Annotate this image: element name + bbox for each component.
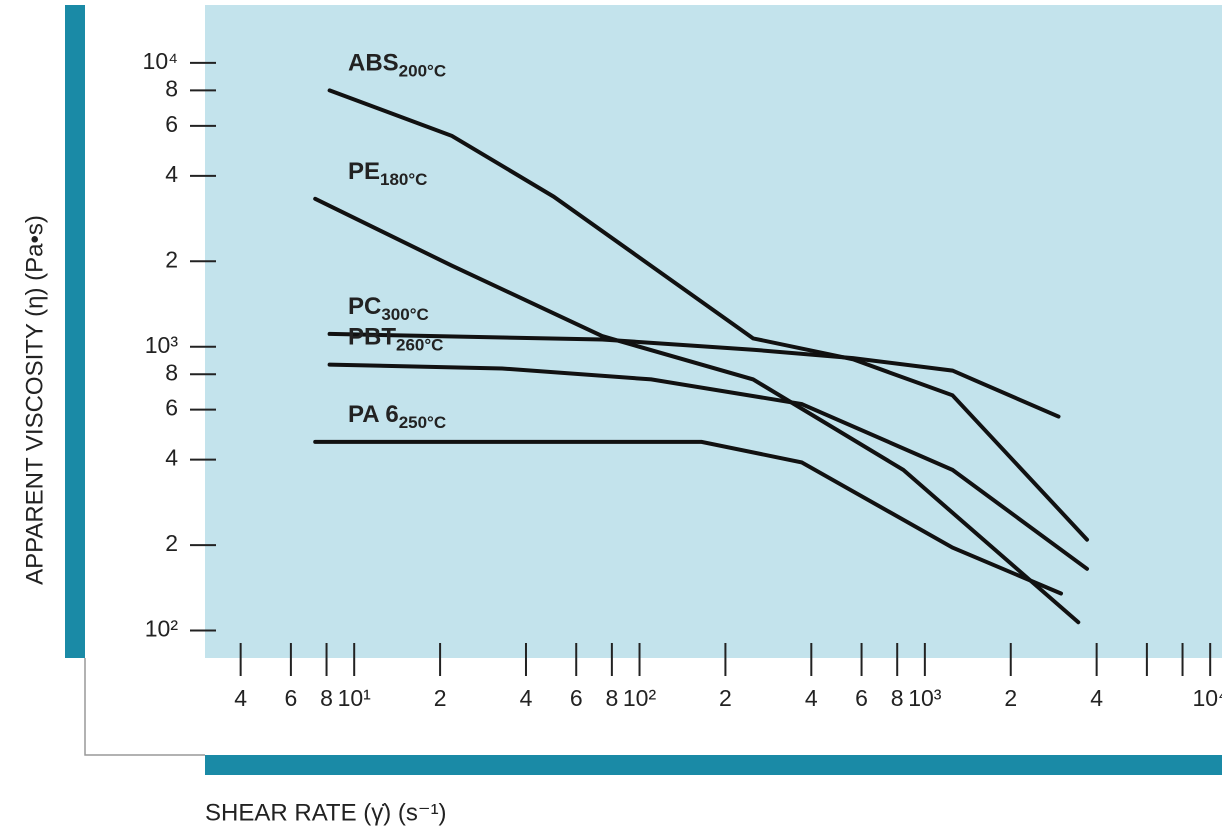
x-tick-label: 2: [719, 685, 732, 711]
y-tick-label: 10⁴: [143, 48, 178, 74]
x-tick-label: 8: [605, 685, 618, 711]
frame-line: [84, 658, 205, 756]
x-tick-label: 10¹: [338, 685, 372, 711]
x-tick-label: 10²: [623, 685, 657, 711]
curve-name: PA 6: [348, 401, 399, 428]
x-tick-label: 2: [1004, 685, 1017, 711]
curve: [327, 331, 1061, 419]
y-tick-label: 10²: [145, 616, 179, 642]
curve-name: PBT: [348, 324, 396, 351]
curve-label: PA 6250°C: [348, 401, 446, 432]
y-tick-label: 2: [165, 530, 178, 556]
curve-subscript: 200°C: [399, 62, 446, 81]
curve: [313, 439, 1063, 596]
curve: [327, 88, 1089, 542]
x-tick-label: 2: [434, 685, 447, 711]
x-tick-label: 4: [1090, 685, 1103, 711]
y-axis-title: APPARENT VISCOSITY (η) (Pa•s): [21, 215, 48, 585]
x-tick-label: 4: [805, 685, 818, 711]
x-tick-label: 10⁴: [1192, 685, 1222, 711]
y-tick-label: 10³: [145, 332, 179, 358]
x-axis-title: SHEAR RATE (γ̇) (s⁻¹): [205, 799, 447, 826]
x-tick-label: 6: [855, 685, 868, 711]
x-tick-label: 6: [284, 685, 297, 711]
y-tick-label: 8: [165, 359, 178, 385]
curve-subscript: 180°C: [380, 170, 427, 189]
curve-subscript: 300°C: [381, 305, 428, 324]
curve-label: PC300°C: [348, 293, 429, 324]
curve-name: PE: [348, 158, 380, 185]
curve-label: PBT260°C: [348, 324, 443, 355]
y-tick-label: 8: [165, 76, 178, 102]
x-tick-label: 6: [570, 685, 583, 711]
curve: [313, 196, 1081, 625]
y-tick-label: 2: [165, 246, 178, 272]
curve-subscript: 250°C: [399, 413, 446, 432]
curve-label: PE180°C: [348, 158, 427, 189]
accent-bar: [205, 755, 1222, 775]
y-tick-label: 6: [165, 111, 178, 137]
y-tick-label: 6: [165, 395, 178, 421]
x-tick-label: 8: [320, 685, 333, 711]
y-tick-label: 4: [165, 161, 178, 187]
x-tick-label: 4: [234, 685, 247, 711]
plot-background: [205, 5, 1222, 658]
curve-name: ABS: [348, 50, 399, 77]
curve-label: ABS200°C: [348, 50, 446, 81]
curve-name: PC: [348, 293, 381, 320]
y-tick-label: 4: [165, 445, 178, 471]
accent-bar: [65, 5, 85, 658]
x-tick-label: 8: [891, 685, 904, 711]
x-tick-label: 4: [520, 685, 533, 711]
curve: [327, 362, 1089, 571]
curve-subscript: 260°C: [396, 336, 443, 355]
x-tick-label: 10³: [908, 685, 942, 711]
